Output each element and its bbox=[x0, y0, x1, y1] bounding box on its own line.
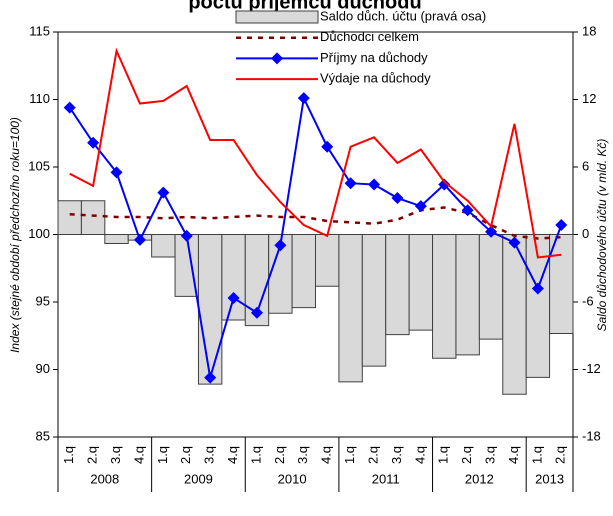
x-tick-label: 3.q bbox=[202, 446, 217, 464]
year-label: 2012 bbox=[465, 471, 494, 486]
y2-tick-label: 6 bbox=[582, 158, 589, 173]
x-tick-label: 1.q bbox=[529, 446, 544, 464]
bar bbox=[315, 234, 340, 287]
line bbox=[69, 47, 562, 259]
x-tick-label: 4.q bbox=[131, 446, 146, 464]
marker bbox=[344, 177, 357, 190]
y-tick-label: 105 bbox=[28, 158, 50, 173]
year-label: 2010 bbox=[278, 471, 307, 486]
bar bbox=[385, 234, 410, 336]
x-tick-label: 2.q bbox=[178, 446, 193, 464]
marker bbox=[438, 178, 451, 191]
marker bbox=[391, 192, 404, 205]
x-tick-label: 3.q bbox=[295, 446, 310, 464]
x-tick-label: 2.q bbox=[459, 446, 474, 464]
legend-label: Příjmy na důchody bbox=[320, 50, 428, 65]
y-tick-label: 100 bbox=[28, 226, 50, 241]
marker bbox=[274, 239, 287, 252]
x-tick-label: 2.q bbox=[272, 446, 287, 464]
y-tick-label: 95 bbox=[36, 293, 50, 308]
y-tick-label: 115 bbox=[29, 23, 50, 38]
bar bbox=[338, 234, 363, 383]
marker bbox=[180, 229, 193, 242]
bar bbox=[478, 234, 504, 340]
marker bbox=[414, 200, 427, 213]
bar bbox=[291, 234, 317, 309]
x-tick-label: 4.q bbox=[225, 446, 240, 464]
bar bbox=[104, 234, 129, 244]
legend-swatch bbox=[235, 10, 319, 24]
legend-marker bbox=[271, 52, 283, 65]
y2-tick-label: -12 bbox=[582, 361, 601, 376]
x-tick-label: 1.q bbox=[248, 446, 263, 464]
marker bbox=[485, 225, 498, 238]
y2-tick-label: 18 bbox=[582, 23, 596, 38]
bar bbox=[361, 234, 387, 367]
bar bbox=[197, 234, 223, 385]
x-tick-label: 2.q bbox=[365, 446, 380, 464]
y2-tick-label: 12 bbox=[582, 91, 596, 106]
legend-label: Výdaje na důchody bbox=[320, 71, 431, 86]
marker bbox=[227, 291, 240, 304]
bar bbox=[455, 234, 480, 356]
x-tick-label: 3.q bbox=[108, 446, 123, 464]
marker bbox=[461, 204, 474, 217]
y-axis-title: Index (stejné období předchozího roku=10… bbox=[8, 117, 22, 353]
year-label: 2013 bbox=[535, 471, 564, 486]
line bbox=[69, 206, 562, 240]
bar bbox=[151, 234, 176, 258]
x-tick-label: 2.q bbox=[553, 446, 568, 464]
year-label: 2008 bbox=[90, 471, 119, 486]
marker bbox=[555, 219, 568, 232]
marker bbox=[110, 166, 123, 179]
x-tick-label: 3.q bbox=[483, 446, 498, 464]
x-tick-label: 1.q bbox=[342, 446, 357, 464]
marker bbox=[508, 236, 521, 249]
x-tick-label: 1.q bbox=[155, 446, 170, 464]
line bbox=[68, 94, 563, 378]
marker bbox=[157, 186, 170, 199]
y-tick-label: 85 bbox=[36, 428, 50, 443]
x-tick-label: 3.q bbox=[389, 446, 404, 464]
marker bbox=[250, 306, 263, 319]
legend-label: Důchodci celkem bbox=[320, 29, 419, 44]
x-tick-label: 4.q bbox=[412, 446, 427, 464]
y2-tick-label: -18 bbox=[582, 428, 601, 443]
x-tick-label: 1.q bbox=[61, 446, 76, 464]
year-label: 2009 bbox=[184, 471, 213, 486]
marker bbox=[297, 92, 310, 105]
marker bbox=[63, 101, 76, 114]
marker bbox=[368, 178, 381, 191]
marker bbox=[321, 140, 334, 153]
x-tick-label: 1.q bbox=[436, 446, 451, 464]
marker bbox=[204, 371, 217, 384]
year-label: 2011 bbox=[372, 471, 400, 486]
bar bbox=[57, 200, 82, 235]
bar bbox=[80, 200, 106, 235]
marker bbox=[87, 136, 100, 149]
marker bbox=[531, 282, 544, 295]
x-tick-label: 4.q bbox=[319, 446, 334, 464]
legend-label: Saldo důch. účtu (pravá osa) bbox=[320, 8, 486, 23]
bar bbox=[408, 234, 434, 331]
bar bbox=[549, 234, 574, 334]
chart-title: počtu příjemců důchodů bbox=[188, 0, 421, 13]
bar bbox=[221, 234, 246, 321]
y-tick-label: 110 bbox=[29, 91, 50, 106]
y2-tick-label: 0 bbox=[582, 226, 589, 241]
x-tick-label: 4.q bbox=[506, 446, 521, 464]
y-tick-label: 90 bbox=[36, 361, 50, 376]
y2-tick-label: -6 bbox=[582, 293, 594, 308]
marker bbox=[133, 233, 146, 246]
bar bbox=[432, 234, 457, 359]
y2-axis-title: Saldo důchodového účtu (v mld. Kč) bbox=[595, 139, 609, 332]
x-tick-label: 2.q bbox=[85, 446, 100, 464]
